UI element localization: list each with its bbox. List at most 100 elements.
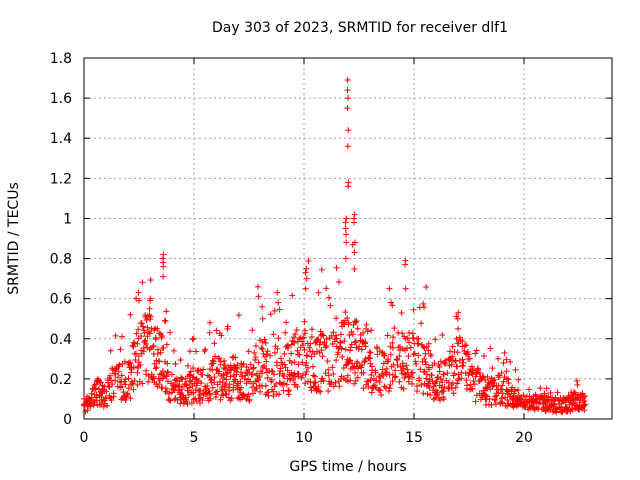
data-point [209,384,216,391]
data-point [187,368,194,375]
y-tick-label: 0.2 [50,372,72,388]
data-point [146,312,153,319]
data-point [423,284,430,291]
data-point [424,371,431,378]
data-point [127,360,134,367]
data-point [252,342,259,349]
data-point [189,336,196,343]
data-point [213,391,220,398]
data-point [440,388,447,395]
data-point [162,318,169,325]
data-point [135,289,142,296]
data-point [325,387,332,394]
data-point [317,388,324,395]
data-point [404,366,411,373]
data-point [267,352,274,359]
data-point [269,368,276,375]
data-point [109,381,116,388]
data-point [376,379,383,386]
data-point [151,360,158,367]
data-point [275,391,282,398]
data-point [140,327,147,334]
data-point [415,352,422,359]
data-point [190,335,197,342]
data-point [500,378,507,385]
data-point [367,360,374,367]
data-point [367,349,374,356]
data-point [268,376,275,383]
data-point [125,375,132,382]
data-point [212,353,219,360]
data-point [459,343,466,350]
data-point [318,266,325,273]
data-point [396,378,403,385]
data-point [307,378,314,385]
y-tick-label: 1.2 [50,171,72,187]
data-point [579,390,586,397]
data-point [282,364,289,371]
data-point [325,372,332,379]
data-point [547,389,554,396]
data-point [371,382,378,389]
data-point [278,355,285,362]
data-point [159,333,166,340]
data-point [302,371,309,378]
data-point [346,332,353,339]
data-point [275,335,282,342]
data-point [315,289,322,296]
data-point [99,390,106,397]
data-point [379,366,386,373]
data-point [368,363,375,370]
data-point [183,398,190,405]
data-point [386,385,393,392]
data-point [387,351,394,358]
data-point [206,387,213,394]
data-point [225,394,232,401]
data-point [339,353,346,360]
data-point [271,307,278,314]
data-point [310,372,317,379]
data-point [290,376,297,383]
data-point [122,381,129,388]
data-point [438,375,445,382]
data-point [373,377,380,384]
data-point [351,265,358,272]
y-tick-label: 0.4 [50,332,72,348]
data-point [374,351,381,358]
data-point [152,336,159,343]
grid [84,58,612,419]
data-point [342,255,349,262]
data-point [163,308,170,315]
data-point [306,344,313,351]
data-point [112,332,119,339]
data-point [145,372,152,379]
data-point [271,371,278,378]
data-point [301,327,308,334]
data-point [480,353,487,360]
data-point [361,359,368,366]
data-point [147,277,154,284]
data-point [144,333,151,340]
data-point [507,358,514,365]
data-point [343,231,350,238]
data-point [413,361,420,368]
data-point [412,358,419,365]
data-point [427,352,434,359]
data-point [134,381,141,388]
data-point [218,332,225,339]
data-point [207,395,214,402]
data-point [219,379,226,386]
data-point [459,356,466,363]
data-point [480,373,487,380]
data-point [214,388,221,395]
data-point [224,323,231,330]
data-point [149,343,156,350]
data-point [112,377,119,384]
data-point [159,375,166,382]
data-point [316,341,323,348]
data-point [216,355,223,362]
data-point [186,384,193,391]
data-point [211,340,218,347]
data-point [177,357,184,364]
data-point [201,348,208,355]
